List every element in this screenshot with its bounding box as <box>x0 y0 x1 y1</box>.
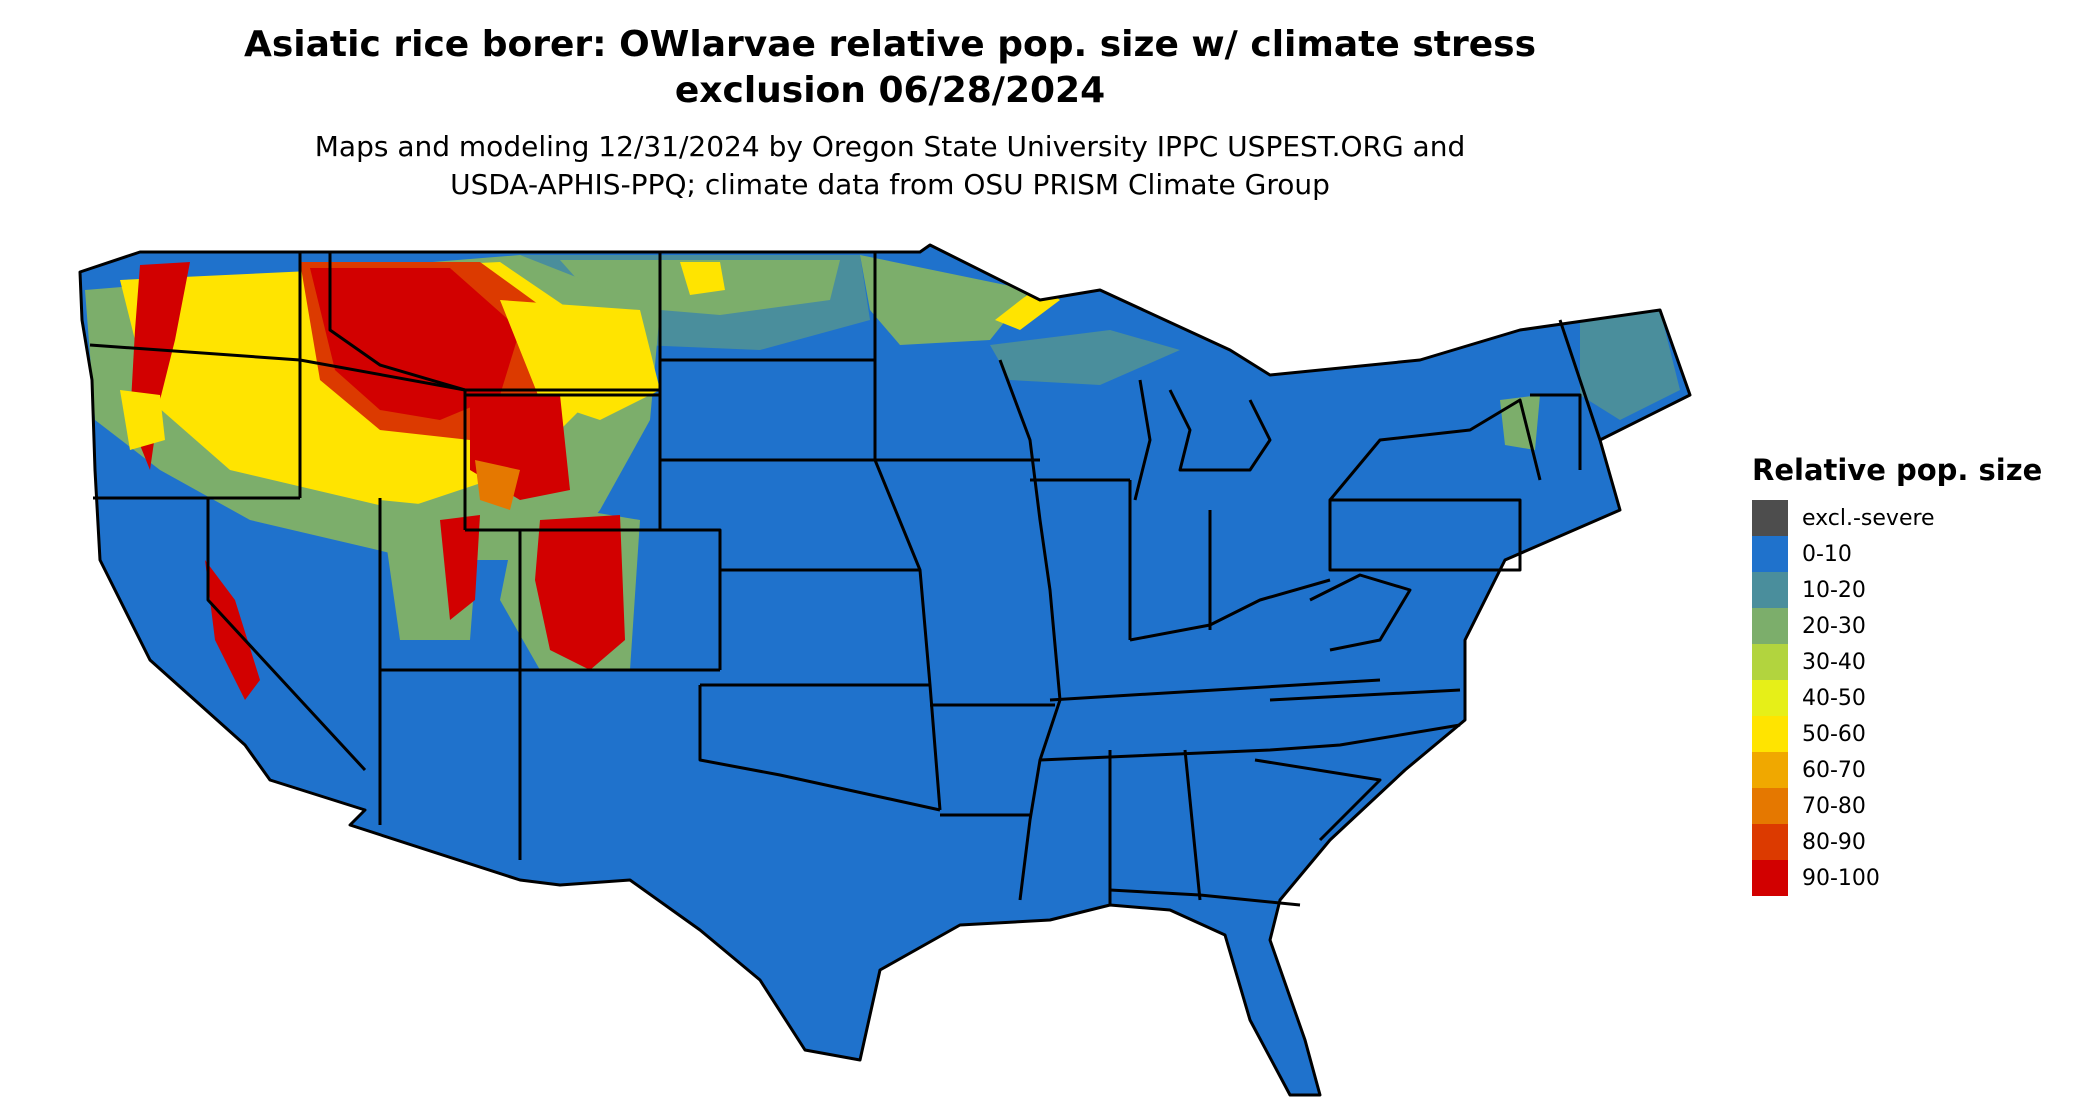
border-va-nc <box>1269 688 1461 702</box>
border-pa <box>1328 498 1522 572</box>
patch-colorado-red <box>535 515 625 670</box>
patch-idaho-red <box>310 268 520 420</box>
patch-maine-teal <box>1580 310 1680 420</box>
legend-label: 30-40 <box>1802 649 1866 675</box>
border-ny <box>1328 398 1542 501</box>
map-subtitle-line1: Maps and modeling 12/31/2024 by Oregon S… <box>314 130 1466 163</box>
legend-item: excl.-severe <box>1752 500 2042 536</box>
patch-sierra-red <box>205 560 260 700</box>
legend-swatch <box>1752 752 1788 788</box>
map-title: Asiatic rice borer: OWlarvae relative po… <box>150 22 1630 114</box>
lake-michigan-shore <box>1133 379 1272 501</box>
legend-swatch <box>1752 860 1788 896</box>
legend-swatch <box>1752 716 1788 752</box>
legend-item: 30-40 <box>1752 644 2042 680</box>
patch-minnesota-green <box>860 255 1030 345</box>
legend-label: 90-100 <box>1802 865 1880 891</box>
border-wv-va <box>1309 573 1412 652</box>
legend-label: 70-80 <box>1802 793 1866 819</box>
patch-utah-red <box>440 515 480 620</box>
border-al-ga <box>1183 749 1202 901</box>
border-ky-tn <box>1049 678 1381 702</box>
legend-title: Relative pop. size <box>1752 453 2043 487</box>
border-new-england <box>1530 319 1602 470</box>
border-plains-west <box>658 252 722 670</box>
border-id-mt <box>328 252 467 530</box>
legend-item: 60-70 <box>1752 752 2042 788</box>
legend-swatch <box>1752 536 1788 572</box>
legend-label: 20-30 <box>1802 613 1866 639</box>
legend-item: 80-90 <box>1752 824 2042 860</box>
border-ok-tx <box>698 685 941 812</box>
legend-item: 50-60 <box>1752 716 2042 752</box>
state-borders <box>78 243 1692 1097</box>
map-legend: Relative pop. size excl.-severe 0-10 10-20… <box>1752 452 2042 896</box>
legend-label: 0-10 <box>1802 541 1852 567</box>
border-ca-nv <box>206 498 367 772</box>
legend-label: 40-50 <box>1802 685 1866 711</box>
border-ga-fl <box>1109 888 1301 907</box>
legend-label: 60-70 <box>1802 757 1866 783</box>
patch-california-yellow <box>120 390 165 450</box>
legend-swatch <box>1752 644 1788 680</box>
legend-swatch <box>1752 500 1788 536</box>
legend-items: excl.-severe 0-10 10-20 20-30 30-40 40-50 50-6… <box>1752 500 2042 896</box>
legend-item: 70-80 <box>1752 788 2042 824</box>
border-mn-west <box>873 252 942 811</box>
legend-item: 10-20 <box>1752 572 2042 608</box>
map-title-line2: exclusion 06/28/2024 <box>674 70 1106 111</box>
border-ohio-river <box>1129 578 1331 642</box>
border-mississippi <box>998 359 1062 901</box>
legend-label: 50-60 <box>1802 721 1866 747</box>
legend-item: 0-10 <box>1752 536 2042 572</box>
patch-wyoming-orange <box>475 460 520 510</box>
legend-label: excl.-severe <box>1802 505 1935 531</box>
legend-swatch <box>1752 680 1788 716</box>
legend-swatch <box>1752 572 1788 608</box>
map-subtitle: Maps and modeling 12/31/2024 by Oregon S… <box>150 128 1630 204</box>
patch-nd-yellow <box>680 262 725 295</box>
legend-swatch <box>1752 608 1788 644</box>
map-title-line1: Asiatic rice borer: OWlarvae relative po… <box>244 24 1536 65</box>
legend-item: 20-30 <box>1752 608 2042 644</box>
border-tn-south <box>1039 723 1461 762</box>
legend-label: 80-90 <box>1802 829 1866 855</box>
border-sc <box>1254 758 1382 842</box>
us-outline <box>78 243 1692 1097</box>
patch-upper-michigan-teal <box>990 330 1180 385</box>
legend-item: 90-100 <box>1752 860 2042 896</box>
border-wa-or <box>89 343 301 362</box>
legend-swatch <box>1752 788 1788 824</box>
legend-swatch <box>1752 824 1788 860</box>
map-subtitle-line2: USDA-APHIS-PPQ; climate data from OSU PR… <box>450 168 1330 201</box>
legend-label: 10-20 <box>1802 577 1866 603</box>
legend-item: 40-50 <box>1752 680 2042 716</box>
